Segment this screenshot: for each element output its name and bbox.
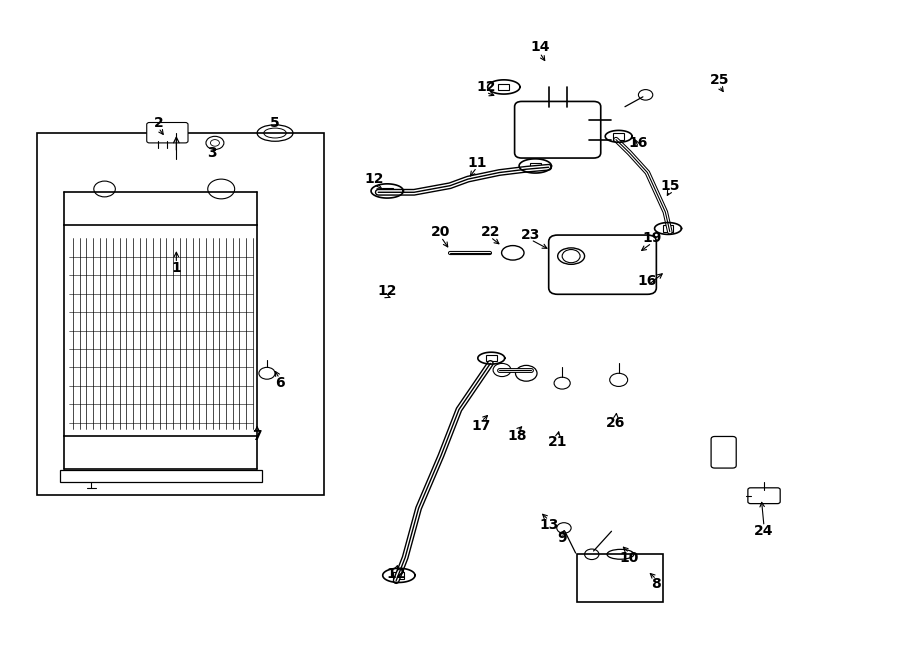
Bar (37, 133, 324, 495)
Text: 23: 23 (521, 228, 540, 242)
FancyBboxPatch shape (515, 101, 600, 158)
Bar (393, 572, 404, 578)
Text: 18: 18 (508, 429, 527, 443)
Text: 3: 3 (207, 146, 217, 160)
Text: 2: 2 (154, 116, 163, 130)
Text: 7: 7 (252, 429, 262, 443)
FancyBboxPatch shape (711, 436, 736, 468)
Text: 20: 20 (431, 225, 451, 239)
Text: 14: 14 (530, 40, 550, 54)
Text: 17: 17 (472, 419, 491, 433)
Text: 26: 26 (607, 416, 625, 430)
Bar (530, 163, 541, 169)
Text: 16: 16 (629, 136, 648, 150)
Bar (613, 133, 624, 139)
Bar (382, 188, 392, 194)
Text: 24: 24 (754, 524, 774, 538)
Text: 5: 5 (270, 116, 280, 130)
Bar (578, 555, 662, 602)
Text: 25: 25 (709, 73, 729, 87)
FancyBboxPatch shape (147, 122, 188, 143)
Bar (486, 355, 497, 362)
Text: 19: 19 (643, 231, 662, 245)
Text: 12: 12 (386, 567, 406, 581)
Text: 11: 11 (467, 155, 487, 170)
Text: 13: 13 (539, 518, 558, 531)
Text: 1: 1 (172, 261, 181, 275)
Bar (59, 470, 262, 482)
Text: 12: 12 (377, 284, 397, 298)
Text: 16: 16 (638, 274, 657, 288)
Text: 12: 12 (476, 80, 496, 94)
Text: 15: 15 (660, 178, 680, 193)
Text: 12: 12 (364, 172, 383, 186)
Bar (662, 225, 673, 232)
Text: 8: 8 (652, 577, 662, 591)
Text: 6: 6 (274, 376, 284, 390)
Text: 9: 9 (557, 531, 567, 545)
FancyBboxPatch shape (748, 488, 780, 504)
Text: 21: 21 (548, 436, 567, 449)
Circle shape (211, 139, 220, 146)
Text: 10: 10 (620, 551, 639, 564)
Text: 22: 22 (481, 225, 500, 239)
FancyBboxPatch shape (549, 235, 656, 294)
Bar (499, 84, 509, 91)
